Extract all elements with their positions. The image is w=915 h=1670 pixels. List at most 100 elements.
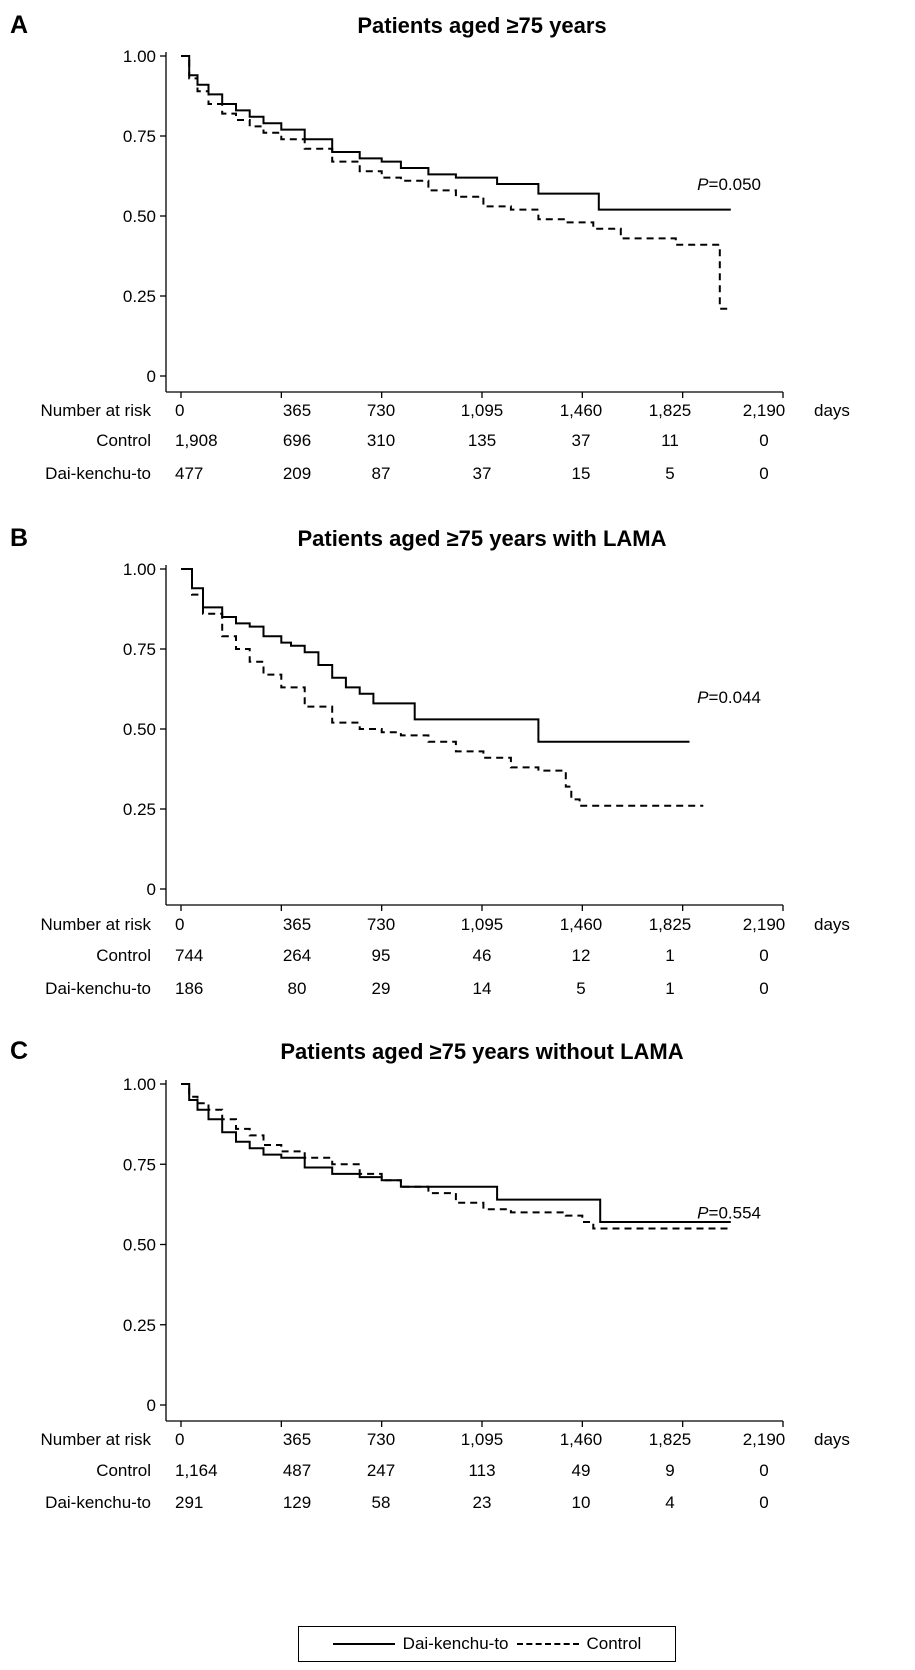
risk-value: 0 (759, 946, 768, 965)
y-tick-label: 0.75 (123, 640, 156, 659)
risk-value: 0 (759, 1461, 768, 1480)
y-tick-label: 0.75 (123, 127, 156, 146)
p-value-number: =0.044 (709, 688, 761, 707)
panel-b: B Patients aged ≥75 years with LAMA 0 0.25 0… (10, 524, 850, 998)
risk-value: 209 (283, 464, 311, 483)
risk-value: 29 (372, 979, 391, 998)
curve-control (181, 568, 704, 807)
x-tick-label: 1,095 (461, 1430, 504, 1449)
risk-value: 113 (468, 1461, 495, 1480)
y-tick-label: 0.50 (123, 720, 156, 739)
y-tick-label: 0.75 (123, 1155, 156, 1174)
x-tick-label: 1,095 (461, 401, 504, 420)
risk-value: 5 (576, 979, 585, 998)
p-value-symbol: P (697, 1204, 709, 1223)
panel-letter: B (10, 524, 28, 552)
risk-value: 0 (759, 431, 768, 450)
y-tick-label: 0.25 (123, 800, 156, 819)
panel-letter: A (10, 11, 28, 39)
x-tick-label: 0 (175, 1430, 184, 1449)
risk-value: 12 (572, 946, 591, 965)
risk-row-label: Dai-kenchu-to (45, 464, 151, 483)
risk-value: 87 (372, 464, 391, 483)
panel-title: Patients aged ≥75 years (357, 13, 606, 38)
y-tick-label: 1.00 (123, 47, 156, 66)
panel-title: Patients aged ≥75 years with LAMA (297, 526, 666, 551)
y-tick-label: 0 (147, 880, 156, 899)
risk-value: 0 (759, 1493, 768, 1512)
curve-dai-kenchu-to (181, 55, 731, 211)
risk-value: 310 (367, 431, 395, 450)
x-tick-label: 2,190 (743, 915, 786, 934)
risk-value: 49 (572, 1461, 591, 1480)
x-tick-label: 1,460 (560, 401, 603, 420)
risk-value: 291 (175, 1493, 203, 1512)
x-tick-label: 1,825 (649, 915, 692, 934)
legend-label-dai-kenchu-to: Dai-kenchu-to (402, 1634, 509, 1653)
risk-value: 1,908 (175, 431, 218, 450)
x-tick-label: 365 (283, 915, 311, 934)
panel-title: Patients aged ≥75 years without LAMA (280, 1039, 683, 1064)
y-tick-label: 0.50 (123, 1236, 156, 1255)
curve-dai-kenchu-to (181, 1083, 731, 1223)
panel-letter: C (10, 1037, 28, 1065)
risk-value: 5 (665, 464, 674, 483)
curve-control (181, 1083, 731, 1230)
y-tick-label: 1.00 (123, 1075, 156, 1094)
risk-value: 744 (175, 946, 203, 965)
risk-row-label: Dai-kenchu-to (45, 1493, 151, 1512)
p-value-symbol: P (697, 175, 709, 194)
risk-value: 135 (468, 431, 496, 450)
risk-value: 477 (175, 464, 203, 483)
x-unit-label: days (814, 915, 850, 934)
risk-value: 37 (473, 464, 492, 483)
p-value-label: P=0.044 (697, 688, 761, 707)
x-tick-label: 1,825 (649, 401, 692, 420)
panel-a: A Patients aged ≥75 years 0 0.25 0.50 0.75 1.0… (10, 11, 850, 483)
x-tick-label: 0 (175, 915, 184, 934)
p-value-label: P=0.554 (697, 1204, 761, 1223)
risk-value: 46 (473, 946, 492, 965)
x-unit-label: days (814, 401, 850, 420)
curve-control (181, 55, 728, 310)
risk-row-label: Control (96, 946, 151, 965)
y-tick-label: 0 (147, 1396, 156, 1415)
x-tick-label: 730 (367, 401, 395, 420)
risk-value: 1 (665, 946, 674, 965)
risk-value: 487 (283, 1461, 311, 1480)
p-value-number: =0.554 (709, 1204, 761, 1223)
risk-value: 14 (473, 979, 492, 998)
x-tick-label: 0 (175, 401, 184, 420)
risk-row-label: Dai-kenchu-to (45, 979, 151, 998)
risk-table-header: Number at risk (40, 1430, 151, 1449)
risk-value: 186 (175, 979, 203, 998)
x-tick-label: 2,190 (743, 401, 786, 420)
risk-value: 247 (367, 1461, 395, 1480)
legend-label-control: Control (586, 1634, 642, 1653)
risk-value: 58 (372, 1493, 391, 1512)
p-value-number: =0.050 (709, 175, 761, 194)
risk-table-header: Number at risk (40, 401, 151, 420)
risk-row-label: Control (96, 1461, 151, 1480)
risk-value: 80 (288, 979, 307, 998)
panel-c: C Patients aged ≥75 years without LAMA 0 0.… (10, 1037, 850, 1512)
risk-value: 95 (372, 946, 391, 965)
p-value-label: P=0.050 (697, 175, 761, 194)
y-tick-label: 0.50 (123, 207, 156, 226)
risk-value: 9 (665, 1461, 674, 1480)
y-tick-label: 0.25 (123, 1316, 156, 1335)
y-tick-label: 0 (147, 367, 156, 386)
x-tick-label: 730 (367, 1430, 395, 1449)
p-value-symbol: P (697, 688, 709, 707)
risk-value: 11 (661, 431, 679, 450)
risk-row-label: Control (96, 431, 151, 450)
risk-value: 37 (572, 431, 591, 450)
x-unit-label: days (814, 1430, 850, 1449)
x-tick-label: 1,095 (461, 915, 504, 934)
legend-solid-line-swatch (332, 1643, 395, 1645)
risk-table-header: Number at risk (40, 915, 151, 934)
risk-value: 23 (473, 1493, 492, 1512)
y-tick-label: 1.00 (123, 560, 156, 579)
x-tick-label: 1,825 (649, 1430, 692, 1449)
